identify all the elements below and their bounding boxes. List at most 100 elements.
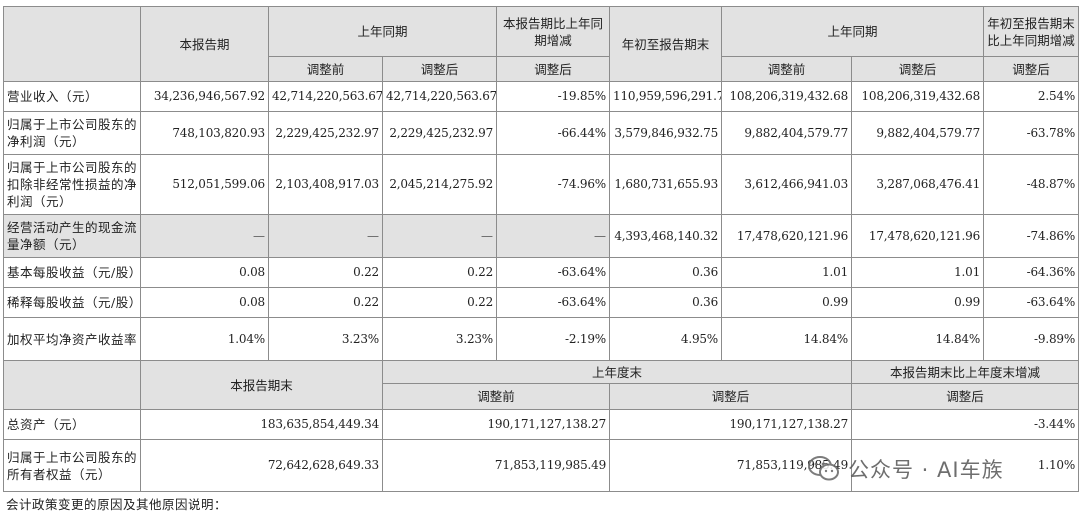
subheader-ytd-change-after-adj: 调整后: [983, 56, 1080, 82]
cell-ytd-change: -63.78%: [983, 111, 1080, 155]
cell-change: -3.44%: [851, 409, 1080, 440]
cell-ytd: 110,959,596,291.71: [609, 81, 723, 112]
cell-ytd-change: -74.86%: [983, 214, 1080, 258]
header-change-current: 本报告期比上年同期增减: [496, 6, 611, 57]
cell-current: 512,051,599.06: [140, 154, 269, 215]
wechat-icon: [808, 456, 839, 481]
subheader-change-after-adj: 调整后: [496, 56, 611, 82]
cell-current: 34,236,946,567.92: [140, 81, 269, 112]
cell-ytd-prev-before: 9,882,404,579.77: [721, 111, 853, 155]
row-label: 经营活动产生的现金流量净额（元）: [3, 214, 141, 258]
table-row: 基本每股收益（元/股） 0.08 0.22 0.22 -63.64% 0.36 …: [3, 257, 1080, 288]
cell-change: —: [496, 214, 611, 258]
cell-ytd-change: -48.87%: [983, 154, 1080, 215]
subheader-ytd-after-adj: 调整后: [851, 56, 985, 82]
cell-current: 1.04%: [140, 317, 269, 361]
watermark: 公众号 · AI车族: [808, 454, 1004, 484]
cell-ytd: 0.36: [609, 287, 723, 318]
cell-ytd-change: -64.36%: [983, 257, 1080, 288]
policy-change-note: 会计政策变更的原因及其他原因说明：: [6, 497, 228, 512]
cell-change: -66.44%: [496, 111, 611, 155]
header-prior-same-period-ytd: 上年同期: [721, 6, 985, 57]
cell-change: -63.64%: [496, 287, 611, 318]
balance-header-row: 本报告期末 上年度末 本报告期末比上年度末增减: [3, 360, 1080, 410]
cell-ytd-prev-before: 1.01: [721, 257, 853, 288]
table-row: 总资产（元） 183,635,854,449.34 190,171,127,13…: [3, 409, 1080, 440]
watermark-text: 公众号 · AI车族: [848, 458, 1004, 482]
subheader-after-adj: 调整后: [381, 56, 498, 82]
row-label: 营业收入（元）: [3, 81, 141, 112]
cell-change: -74.96%: [496, 154, 611, 215]
cell-ytd-prev-after: 14.84%: [851, 317, 985, 361]
cell-prev-after: 2,229,425,232.97: [381, 111, 498, 155]
cell-prev-after: 190,171,127,138.27: [609, 409, 853, 440]
cell-prev-before: 71,853,119,985.49: [381, 439, 611, 492]
cell-prev-before: 0.22: [268, 257, 383, 288]
header-change-vs-year-end: 本报告期末比上年度末增减: [851, 360, 1080, 384]
cell-period-end: 183,635,854,449.34: [140, 409, 383, 440]
cell-prev-before: 42,714,220,563.67: [268, 81, 383, 112]
cell-ytd: 1,680,731,655.93: [609, 154, 723, 215]
balance-subheader-row: 调整前 调整后 调整后: [4, 383, 1080, 410]
cell-prev-after: 0.22: [381, 287, 498, 318]
cell-prev-after: 0.22: [381, 257, 498, 288]
cell-current: 0.08: [140, 257, 269, 288]
cell-ytd: 4,393,468,140.32: [609, 214, 723, 258]
row-label: 归属于上市公司股东的所有者权益（元）: [3, 439, 141, 492]
row-label: 归属于上市公司股东的扣除非经常性损益的净利润（元）: [3, 154, 141, 215]
cell-ytd-prev-before: 3,612,466,941.03: [721, 154, 853, 215]
table-subheader-row: 调整前 调整后 调整后 调整前 调整后 调整后: [4, 56, 1080, 82]
row-label: 稀释每股收益（元/股）: [3, 287, 141, 318]
cell-current: 748,103,820.93: [140, 111, 269, 155]
cell-ytd-prev-after: 17,478,620,121.96: [851, 214, 985, 258]
subheader-before-adj: 调整前: [381, 383, 611, 410]
cell-ytd-change: -9.89%: [983, 317, 1080, 361]
subheader-after-adj: 调整后: [609, 383, 853, 410]
cell-ytd-prev-after: 108,206,319,432.68: [851, 81, 985, 112]
header-prior-same-period: 上年同期: [267, 6, 498, 57]
cell-change: -19.85%: [496, 81, 611, 112]
header-period-end: 本报告期末: [140, 360, 383, 410]
cell-ytd-prev-after: 0.99: [851, 287, 985, 318]
cell-prev-before: —: [268, 214, 383, 258]
subheader-before-adj: 调整前: [268, 56, 383, 82]
row-label: 基本每股收益（元/股）: [3, 257, 141, 288]
cell-prev-before: 3.23%: [268, 317, 383, 361]
row-label: 总资产（元）: [3, 409, 141, 440]
table-row: 经营活动产生的现金流量净额（元） — — — — 4,393,468,140.3…: [3, 214, 1080, 258]
cell-prev-after: 3.23%: [381, 317, 498, 361]
cell-ytd-prev-before: 108,206,319,432.68: [721, 81, 853, 112]
cell-current: —: [140, 214, 269, 258]
header-current-period: 本报告期: [140, 6, 269, 82]
cell-ytd-change: 2.54%: [983, 81, 1080, 112]
cell-period-end: 72,642,628,649.33: [140, 439, 383, 492]
cell-prev-after: 71,853,119,985.49: [609, 439, 853, 492]
cell-ytd-prev-before: 17,478,620,121.96: [721, 214, 853, 258]
row-label: 加权平均净资产收益率: [3, 317, 141, 361]
table-row: 营业收入（元） 34,236,946,567.92 42,714,220,563…: [3, 81, 1080, 112]
header-blank-cell: [3, 360, 141, 410]
table-row: 稀释每股收益（元/股） 0.08 0.22 0.22 -63.64% 0.36 …: [3, 287, 1080, 318]
table-header-row: 本报告期 上年同期 本报告期比上年同期增减 年初至报告期末 上年同期 年初至报告…: [3, 6, 1080, 82]
subheader-change-after-adj: 调整后: [851, 383, 1080, 410]
financial-summary-table: 本报告期 上年同期 本报告期比上年同期增减 年初至报告期末 上年同期 年初至报告…: [3, 6, 1080, 492]
cell-ytd: 0.36: [609, 257, 723, 288]
subheader-ytd-before-adj: 调整前: [721, 56, 853, 82]
cell-prev-before: 0.22: [268, 287, 383, 318]
table-row: 加权平均净资产收益率 1.04% 3.23% 3.23% -2.19% 4.95…: [3, 317, 1080, 361]
table-row: 归属于上市公司股东的扣除非经常性损益的净利润（元） 512,051,599.06…: [3, 154, 1080, 215]
cell-prev-after: 2,045,214,275.92: [381, 154, 498, 215]
cell-prev-before: 190,171,127,138.27: [381, 409, 611, 440]
header-ytd: 年初至报告期末: [609, 6, 723, 82]
cell-ytd-prev-after: 9,882,404,579.77: [851, 111, 985, 155]
cell-ytd-prev-before: 14.84%: [721, 317, 853, 361]
cell-prev-after: 42,714,220,563.67: [381, 81, 498, 112]
cell-prev-after: —: [381, 214, 498, 258]
header-blank-cell: [3, 6, 141, 82]
table-row: 归属于上市公司股东的所有者权益（元） 72,642,628,649.33 71,…: [3, 439, 1080, 492]
cell-ytd: 4.95%: [609, 317, 723, 361]
header-prior-year-end: 上年度末: [381, 360, 853, 384]
cell-current: 0.08: [140, 287, 269, 318]
cell-ytd-prev-before: 0.99: [721, 287, 853, 318]
cell-change: -63.64%: [496, 257, 611, 288]
